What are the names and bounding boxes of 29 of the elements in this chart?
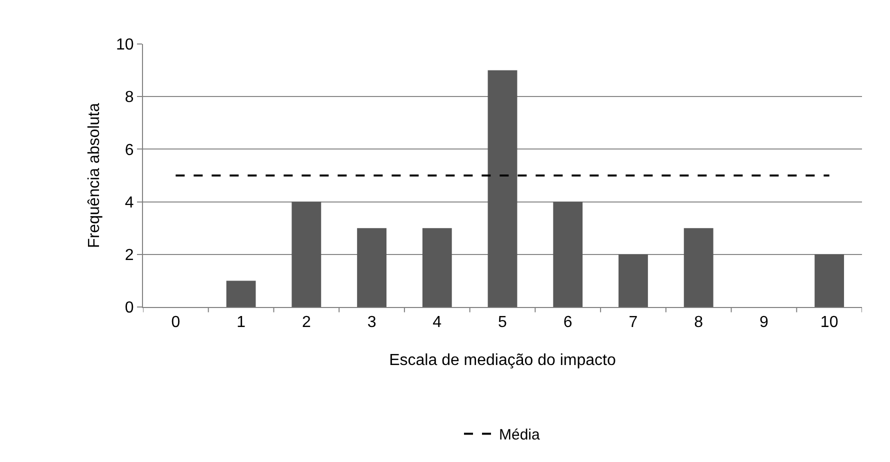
y-tick-label: 2 xyxy=(124,247,134,264)
bar xyxy=(292,202,322,307)
x-tick-label: 3 xyxy=(367,314,376,332)
y-tick-label: 4 xyxy=(124,194,134,212)
x-tick-label: 8 xyxy=(694,314,704,332)
bar xyxy=(422,228,452,307)
bar xyxy=(553,202,583,307)
bar xyxy=(357,228,386,307)
legend-label: Média xyxy=(499,426,541,444)
x-tick-label: 9 xyxy=(759,314,768,332)
x-tick-label: 7 xyxy=(628,314,638,332)
x-tick-label: 0 xyxy=(171,314,180,332)
x-tick-label: 1 xyxy=(236,314,246,332)
x-tick-label: 4 xyxy=(432,314,442,332)
bar xyxy=(684,228,714,307)
y-tick-label: 10 xyxy=(116,36,134,54)
bar xyxy=(814,254,844,307)
x-tick-label: 5 xyxy=(498,314,508,332)
y-tick-label: 6 xyxy=(124,142,134,159)
y-axis-title: Frequência absoluta xyxy=(86,102,103,248)
y-tick-label: 8 xyxy=(124,89,134,106)
x-tick-label: 10 xyxy=(820,314,838,332)
y-tick-label: 0 xyxy=(124,300,134,317)
bar xyxy=(618,254,648,307)
x-tick-label: 2 xyxy=(302,314,311,332)
bar xyxy=(226,280,256,307)
x-axis-title: Escala de mediação do impacto xyxy=(389,352,616,369)
x-tick-label: 6 xyxy=(563,314,572,332)
bar xyxy=(488,70,518,307)
